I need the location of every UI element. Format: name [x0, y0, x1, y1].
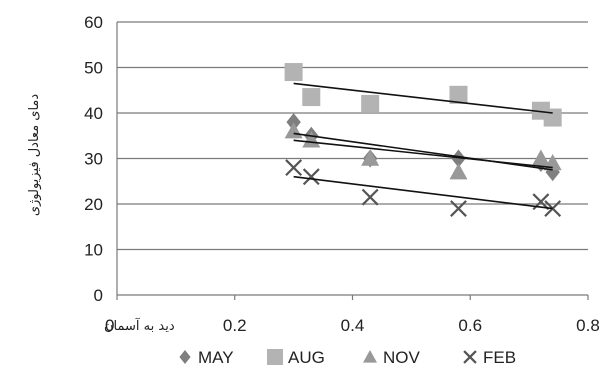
trendline-feb [293, 175, 553, 210]
data-point [286, 113, 301, 132]
legend-label: MAY [198, 348, 234, 367]
data-point [363, 350, 377, 363]
legend-item-may: MAY [179, 348, 234, 367]
legend-label: AUG [288, 348, 325, 367]
data-point [451, 149, 466, 168]
x-axis-title: دید به آسمان [104, 317, 175, 334]
x-tick-label: 0.2 [223, 316, 247, 335]
data-point-stroke [450, 200, 467, 217]
trendline-may [293, 132, 553, 171]
y-tick-label: 20 [84, 195, 103, 214]
legend-item-feb: FEB [463, 348, 516, 367]
data-point [284, 122, 303, 139]
data-point-stroke [544, 200, 562, 217]
data-point-stroke [302, 168, 320, 186]
y-tick-labels: 0 10 20 30 40 50 60 [84, 13, 103, 305]
series-aug [284, 63, 562, 127]
data-point [463, 350, 477, 364]
y-tick-label: 60 [84, 13, 103, 32]
legend-item-nov: NOV [363, 348, 421, 367]
trendline-nov [293, 139, 553, 169]
legend-label: NOV [383, 348, 421, 367]
y-tick-label: 0 [94, 286, 103, 305]
data-point [302, 88, 321, 107]
data-point [449, 163, 468, 180]
data-point [361, 149, 380, 166]
x-tick-labels: 0 0.2 0.4 0.6 0.8 [105, 316, 600, 335]
data-point [302, 131, 321, 148]
axes [116, 22, 589, 300]
y-tick-label: 30 [84, 150, 103, 169]
x-tick-label: 0.8 [576, 316, 600, 335]
data-points [284, 63, 562, 217]
data-point [361, 94, 380, 113]
data-point-stroke [463, 350, 477, 364]
y-tick-label: 10 [84, 241, 103, 260]
legend: MAY AUG NOV FEB [179, 348, 516, 367]
data-point [284, 63, 303, 82]
y-tick-label: 40 [84, 104, 103, 123]
trendlines [293, 82, 553, 210]
x-tick-label: 0.4 [341, 316, 365, 335]
data-point [543, 108, 562, 127]
x-tick-label: 0 [105, 316, 114, 335]
data-point [545, 163, 560, 182]
data-point [544, 200, 562, 217]
data-point [543, 154, 562, 171]
data-point-stroke [361, 188, 379, 206]
y-axis-title: دمای معادل فیزیولوژی [27, 94, 42, 217]
y-tick-label: 50 [84, 59, 103, 78]
data-point [179, 350, 191, 364]
legend-item-aug: AUG [267, 348, 325, 367]
data-point [361, 188, 379, 206]
data-point [449, 85, 468, 104]
data-point [285, 159, 303, 177]
data-point [267, 349, 283, 365]
grid-lines [117, 21, 588, 251]
data-point-stroke [285, 159, 303, 177]
trendline-aug [293, 82, 553, 114]
data-point [302, 168, 320, 186]
series-may [286, 113, 560, 182]
x-tick-label: 0.6 [458, 316, 482, 335]
data-point [531, 149, 550, 166]
legend-label: FEB [483, 348, 516, 367]
series-nov [284, 122, 562, 180]
data-point [450, 200, 467, 217]
series-feb [285, 159, 562, 217]
